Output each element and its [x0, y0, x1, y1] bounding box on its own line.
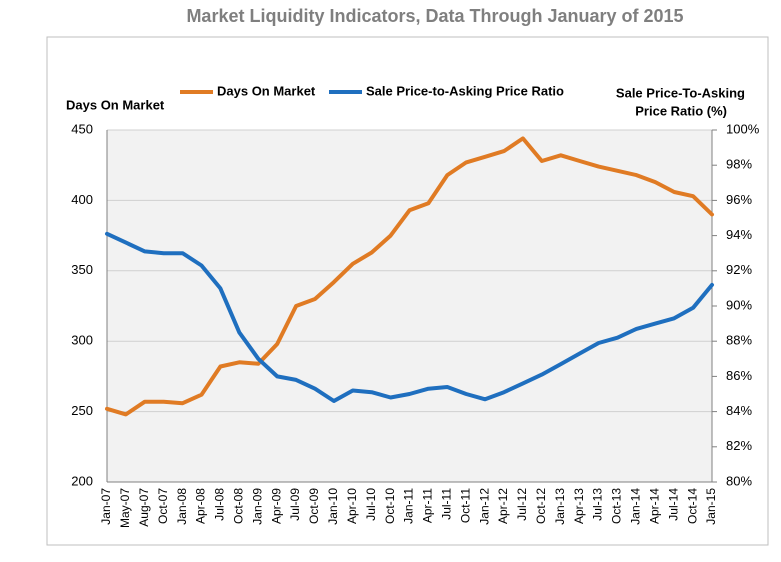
y2-tick-label: 80% [726, 473, 752, 488]
x-tick-label: Oct-07 [156, 488, 170, 524]
y2-tick-label: 84% [726, 403, 752, 418]
x-tick-label: Jan-14 [629, 488, 643, 525]
x-tick-label: Jul-14 [666, 488, 680, 521]
x-tick-label: Jul-08 [213, 488, 227, 521]
y2-tick-label: 94% [726, 227, 752, 242]
x-tick-label: Jan-11 [402, 488, 416, 524]
y2-tick-label: 98% [726, 157, 752, 172]
x-tick-label: Apr-12 [496, 488, 510, 524]
x-tick-label: Oct-08 [232, 488, 246, 524]
y2-axis-label: Sale Price-To-Asking [616, 85, 745, 100]
x-tick-label: Apr-09 [269, 488, 283, 524]
x-tick-label: Jul-12 [515, 488, 529, 521]
x-tick-label: Oct-13 [610, 488, 624, 524]
y2-tick-label: 100% [726, 121, 760, 136]
x-tick-label: Jan-07 [99, 488, 113, 525]
y2-tick-label: 90% [726, 297, 752, 312]
y-axis-label: Days On Market [66, 97, 165, 112]
x-tick-label: Jul-09 [288, 488, 302, 521]
y-tick-label: 350 [71, 262, 93, 277]
y2-tick-label: 88% [726, 333, 752, 348]
x-tick-label: Oct-12 [534, 488, 548, 524]
y2-tick-label: 82% [726, 438, 752, 453]
x-tick-label: Jan-09 [250, 488, 264, 525]
y-tick-label: 450 [71, 121, 93, 136]
x-tick-label: Jan-10 [326, 488, 340, 525]
x-tick-label: Jan-12 [477, 488, 491, 525]
x-tick-label: Apr-14 [647, 488, 661, 524]
x-tick-label: Jul-13 [591, 488, 605, 521]
y2-tick-label: 92% [726, 262, 752, 277]
x-tick-label: Jul-11 [439, 488, 453, 520]
x-tick-label: Jan-08 [175, 488, 189, 525]
y-tick-label: 300 [71, 333, 93, 348]
x-tick-label: Aug-07 [137, 488, 151, 527]
x-tick-label: Jul-10 [364, 488, 378, 521]
y-tick-label: 200 [71, 473, 93, 488]
y2-tick-label: 96% [726, 192, 752, 207]
x-tick-label: May-07 [118, 488, 132, 528]
x-tick-label: Apr-08 [194, 488, 208, 524]
y-tick-label: 250 [71, 403, 93, 418]
x-tick-label: Oct-14 [685, 488, 699, 524]
legend-label: Days On Market [217, 83, 316, 98]
x-tick-label: Apr-13 [572, 488, 586, 524]
y2-tick-label: 86% [726, 368, 752, 383]
y-tick-label: 400 [71, 192, 93, 207]
x-tick-label: Oct-11 [458, 488, 472, 523]
chart-title: Market Liquidity Indicators, Data Throug… [186, 6, 683, 26]
x-tick-label: Oct-09 [307, 488, 321, 524]
x-tick-label: Jan-15 [704, 488, 718, 525]
series-line [105, 136, 714, 417]
x-tick-label: Jan-13 [553, 488, 567, 525]
x-tick-label: Oct-10 [383, 488, 397, 524]
y2-axis-label: Price Ratio (%) [635, 103, 727, 118]
legend-label: Sale Price-to-Asking Price Ratio [366, 83, 564, 98]
x-tick-label: Apr-10 [345, 488, 359, 524]
plot-area [107, 130, 712, 482]
series-line [105, 231, 714, 403]
x-tick-label: Apr-11 [421, 488, 435, 523]
